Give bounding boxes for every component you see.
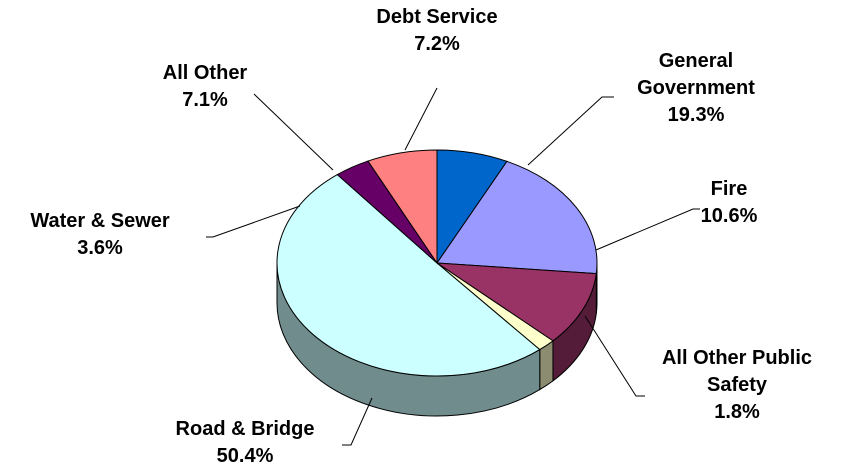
- slice-value-label: 1.8%: [714, 401, 760, 423]
- slice-value-label: 19.3%: [667, 104, 725, 126]
- leader-line-debt-service: [404, 87, 438, 151]
- label-fire: Fire 10.6%: [684, 176, 774, 230]
- leader-line-water-sewer: [206, 205, 301, 238]
- slice-label-line: Water & Sewer: [30, 210, 170, 232]
- slice-value-label: 10.6%: [700, 205, 758, 227]
- slice-label-line: Government: [637, 77, 755, 99]
- slice-label-line: General: [658, 50, 734, 72]
- leader-line-road-bridge: [342, 397, 373, 446]
- leader-line-fire: [595, 208, 700, 251]
- pie-slice-general-government: [436, 160, 598, 275]
- label-water-sewer: Water & Sewer 3.6%: [0, 208, 200, 262]
- leader-line-all-other: [253, 93, 334, 171]
- pie-slice-fire: [435, 262, 597, 342]
- pie-slice-road-bridge: [276, 173, 541, 377]
- slice-label-line: All Other: [162, 62, 248, 84]
- label-road-bridge: Road & Bridge 50.4%: [145, 416, 345, 470]
- label-all-other: All Other 7.1%: [140, 60, 270, 114]
- slice-value-label: 7.1%: [182, 89, 228, 111]
- slice-label-line: Road & Bridge: [175, 418, 315, 440]
- slice-value-label: 50.4%: [216, 445, 274, 467]
- pie-slice-all-other: [367, 149, 438, 265]
- pie-top-faces: [276, 149, 598, 377]
- leader-lines: [206, 87, 700, 446]
- label-all-other-public-safety: All Other Public Safety 1.8%: [627, 345, 847, 426]
- slice-value-label: 3.6%: [77, 237, 123, 259]
- leader-line-all-other-public-safety: [584, 315, 645, 397]
- leader-line-general-government: [527, 96, 614, 166]
- slice-value-label: 7.2%: [414, 33, 460, 55]
- slice-label-line: Debt Service: [376, 6, 498, 28]
- label-debt-service: Debt Service 7.2%: [342, 4, 532, 58]
- label-general-government: General Government 19.3%: [606, 48, 786, 129]
- slice-label-line: All Other Public: [661, 347, 813, 369]
- slice-label-line: Fire: [710, 178, 748, 200]
- slice-label-line: Safety: [706, 374, 768, 396]
